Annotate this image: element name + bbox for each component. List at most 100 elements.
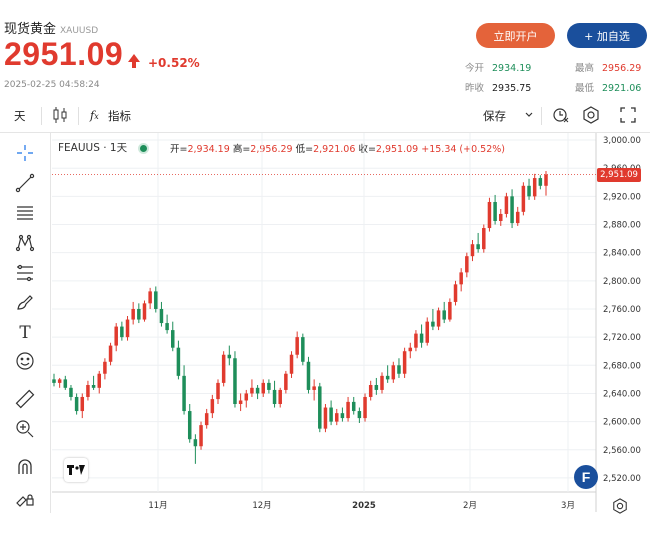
candle-body <box>385 375 390 380</box>
candle-body <box>340 413 345 419</box>
lock-drawings-icon[interactable] <box>13 485 37 509</box>
candle-body <box>103 361 107 374</box>
candle-body <box>80 396 85 412</box>
chart-settings-icon[interactable] <box>612 498 628 518</box>
interval-selector[interactable]: 天 <box>14 109 26 123</box>
candle-body <box>193 439 198 447</box>
candle-body <box>504 196 509 214</box>
candle-body <box>176 347 181 376</box>
candle-body <box>120 326 124 338</box>
candle-body <box>255 387 260 394</box>
x-tick-label: 3月 <box>561 501 575 511</box>
chart-toolbar: 天 fx 指标 保存 <box>0 100 650 133</box>
horizontal-lines-icon[interactable] <box>13 201 37 225</box>
candle-body <box>521 185 526 212</box>
candle-body <box>272 389 277 405</box>
candle-body <box>86 385 90 397</box>
price-timestamp: 2025-02-25 04:58:24 <box>4 80 100 90</box>
text-tool-icon[interactable]: T <box>19 323 31 343</box>
candle-body <box>97 373 101 388</box>
candle-body <box>154 291 158 309</box>
candle-body <box>131 308 135 320</box>
trend-line-icon[interactable] <box>13 171 37 195</box>
candle-body <box>63 379 68 388</box>
candle-body <box>351 401 356 412</box>
y-tick-label: 3,000.00 <box>603 136 641 146</box>
crosshair-icon[interactable] <box>13 141 37 165</box>
candle-body <box>329 407 333 422</box>
candle-body <box>470 244 475 257</box>
price-change-percent: +0.52% <box>148 56 200 70</box>
drawing-toolbar: T <box>0 133 51 513</box>
candle-body <box>278 389 282 405</box>
brand-badge-icon[interactable]: F <box>574 465 598 489</box>
series-symbol-label[interactable]: FEAUUS · 1天 <box>58 142 128 154</box>
candle-body <box>69 387 73 397</box>
x-tick-label: 11月 <box>148 501 167 511</box>
fib-retracement-icon[interactable] <box>13 261 37 285</box>
chevron-down-icon[interactable] <box>524 109 534 123</box>
current-price: 2951.09 <box>4 36 124 72</box>
candle-type-icon[interactable] <box>52 106 68 127</box>
candle-body <box>165 323 169 331</box>
indicators-button[interactable]: 指标 <box>108 109 131 123</box>
candle-body <box>108 345 113 362</box>
candle-body <box>482 228 486 250</box>
stat-low: 最低 2921.06 <box>575 83 642 94</box>
pattern-icon[interactable] <box>13 231 37 255</box>
alert-clock-icon[interactable] <box>552 106 570 127</box>
candle-body <box>199 425 203 447</box>
candle-body <box>318 386 322 429</box>
candle-body <box>221 354 226 383</box>
zoom-in-icon[interactable] <box>13 417 37 441</box>
candle-body <box>408 347 413 352</box>
candle-body <box>289 354 294 374</box>
candle-body <box>137 308 141 320</box>
add-watchlist-button[interactable]: + 加自选 <box>567 23 647 48</box>
candle-body <box>436 310 441 327</box>
candle-body <box>227 354 232 359</box>
candle-body <box>538 178 543 186</box>
candle-body <box>448 301 452 320</box>
tradingview-logo[interactable] <box>64 458 88 482</box>
emoji-icon[interactable] <box>13 349 37 373</box>
last-price-tag: 2,951.09 <box>597 168 641 182</box>
candle-body <box>148 291 152 304</box>
series-legend: FEAUUS · 1天 <box>58 140 150 155</box>
candle-body <box>374 385 379 390</box>
candle-body <box>459 272 463 285</box>
instrument-name: 现货黄金 <box>4 22 57 37</box>
magnet-icon[interactable] <box>13 455 37 479</box>
candle-body <box>335 413 339 422</box>
candle-body <box>312 386 316 390</box>
y-tick-label: 2,920.00 <box>603 192 641 202</box>
fullscreen-icon[interactable] <box>620 107 636 126</box>
function-icon[interactable]: fx <box>90 108 99 122</box>
candle-body <box>52 379 56 383</box>
candle-body <box>499 213 503 221</box>
brush-icon[interactable] <box>13 291 37 315</box>
candle-body <box>391 365 396 380</box>
candle-body <box>465 256 469 273</box>
y-tick-label: 2,560.00 <box>603 446 641 456</box>
candle-body <box>210 399 215 414</box>
candle-body <box>357 411 362 419</box>
settings-icon[interactable] <box>582 106 600 127</box>
candle-body <box>125 319 130 338</box>
candle-body <box>380 375 384 390</box>
candle-body <box>527 185 531 197</box>
open-account-button[interactable]: 立即开户 <box>476 23 555 48</box>
candle-body <box>306 361 311 390</box>
y-tick-label: 2,800.00 <box>603 277 641 287</box>
up-arrow-stem <box>132 61 136 68</box>
y-tick-label: 2,520.00 <box>603 474 641 484</box>
candle-body <box>346 401 350 419</box>
ruler-icon[interactable] <box>13 387 37 411</box>
candle-body <box>204 413 209 426</box>
y-tick-label: 2,880.00 <box>603 221 641 231</box>
save-button[interactable]: 保存 <box>483 109 506 123</box>
candle-body <box>142 303 147 320</box>
candle-body <box>515 211 520 224</box>
up-arrow-icon <box>128 54 140 62</box>
